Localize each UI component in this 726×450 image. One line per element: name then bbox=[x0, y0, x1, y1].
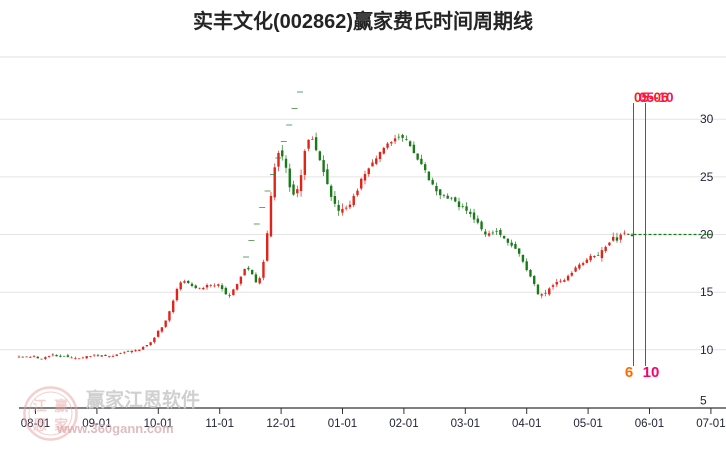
svg-text:15: 15 bbox=[700, 285, 714, 299]
svg-text:6: 6 bbox=[625, 364, 633, 381]
svg-text:03-01: 03-01 bbox=[451, 418, 480, 430]
svg-text:06-01: 06-01 bbox=[635, 418, 664, 430]
svg-text:02-01: 02-01 bbox=[389, 418, 418, 430]
svg-text:04-01: 04-01 bbox=[512, 418, 541, 430]
svg-text:07-01: 07-01 bbox=[696, 418, 725, 430]
svg-text:25: 25 bbox=[700, 170, 714, 184]
svg-text:11-01: 11-01 bbox=[205, 418, 234, 430]
svg-text:赢家江恩软件: 赢家江恩软件 bbox=[86, 388, 200, 411]
svg-text:01-01: 01-01 bbox=[328, 418, 357, 430]
svg-text:10: 10 bbox=[700, 343, 714, 357]
svg-text:05-01: 05-01 bbox=[573, 418, 602, 430]
svg-text:30: 30 bbox=[700, 112, 714, 126]
svg-text:5: 5 bbox=[700, 394, 707, 408]
svg-text:赢: 赢 bbox=[54, 398, 68, 414]
svg-text:05-10: 05-10 bbox=[639, 90, 674, 105]
svg-text:实丰文化(002862)赢家费氏时间周期线: 实丰文化(002862)赢家费氏时间周期线 bbox=[193, 9, 533, 33]
svg-text:家: 家 bbox=[54, 417, 69, 433]
svg-text:20: 20 bbox=[700, 228, 714, 242]
svg-text:江: 江 bbox=[33, 398, 47, 414]
svg-text:恩: 恩 bbox=[33, 417, 47, 433]
svg-text:12-01: 12-01 bbox=[266, 418, 295, 430]
svg-text:10: 10 bbox=[643, 364, 660, 381]
